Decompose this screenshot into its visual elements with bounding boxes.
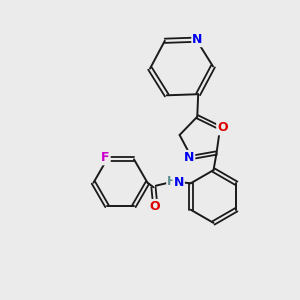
Text: N: N — [192, 33, 203, 46]
Text: N: N — [184, 151, 194, 164]
Text: F: F — [101, 151, 110, 164]
Text: N: N — [173, 176, 184, 189]
Text: O: O — [150, 200, 160, 213]
Text: O: O — [217, 122, 228, 134]
Text: H: H — [167, 175, 177, 188]
